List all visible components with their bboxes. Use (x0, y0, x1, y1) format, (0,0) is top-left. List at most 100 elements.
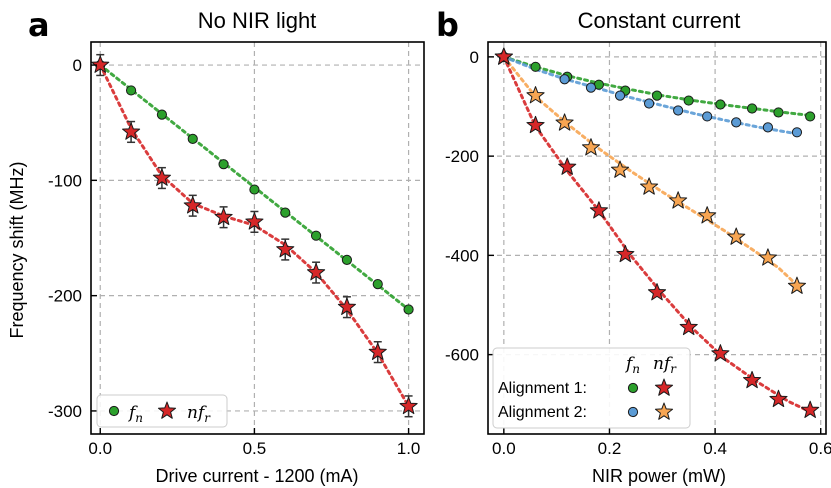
data-point-a-0-1 (125, 85, 137, 96)
data-point-b-1-2 (585, 82, 597, 93)
data-point-b-0-5 (651, 90, 663, 101)
data-point-b-1-8 (762, 122, 774, 133)
data-point-b-3-2 (558, 157, 577, 175)
y-tick-label-a-3: -300 (48, 402, 82, 421)
fit-line-b-0 (502, 55, 812, 117)
x-tick-label-b-2: 0.4 (703, 439, 727, 458)
y-tick-label-b-0: 0 (470, 48, 479, 67)
legend-a-star-marker (157, 401, 177, 419)
data-point-a-1-1 (122, 122, 141, 140)
data-point-a-0-5 (249, 184, 260, 195)
data-point-a-0-10 (403, 304, 414, 315)
data-point-a-1-4 (214, 207, 233, 226)
data-point-a-0-3 (187, 133, 198, 144)
plot-frame-b (487, 41, 827, 435)
legend-b-star-marker-1 (654, 378, 674, 396)
fit-line-b-2 (502, 55, 802, 290)
data-point-a-1-9 (368, 342, 387, 360)
data-point-b-3-8 (743, 370, 762, 389)
data-point-a-1-2 (152, 168, 171, 186)
legend-b-header-nfr: nfr (653, 354, 677, 376)
data-point-a-1-10 (399, 396, 418, 415)
data-point-b-1-6 (702, 111, 713, 122)
data-point-a-0-7 (310, 230, 322, 241)
panel-letter-b: b (436, 6, 459, 44)
data-point-b-0-9 (773, 107, 784, 118)
data-point-a-0-6 (280, 207, 291, 218)
x-tick-label-a-1: 0.5 (243, 439, 267, 458)
data-point-b-0-8 (746, 103, 758, 114)
y-tick-label-b-2: -400 (445, 246, 479, 265)
x-tick-label-b-0: 0.0 (492, 439, 516, 458)
data-point-b-3-3 (589, 201, 608, 219)
data-point-b-3-5 (647, 283, 667, 301)
y-tick-label-a-2: -200 (48, 287, 82, 306)
data-point-b-1-1 (559, 74, 570, 85)
y-tick-label-b-3: -600 (445, 346, 479, 365)
x-axis-title-b: NIR power (mW) (592, 466, 726, 486)
legend-b: fn nfr Alignment 1: Alignment 2: (492, 347, 691, 429)
data-point-b-2-4 (610, 160, 630, 178)
data-point-b-1-5 (673, 105, 684, 116)
data-point-b-1-3 (614, 90, 626, 101)
legend-a-circle-marker (108, 405, 120, 417)
data-point-b-3-0 (494, 47, 513, 65)
x-tick-label-b-1: 0.2 (598, 439, 622, 458)
y-tick-label-a-1: -100 (48, 171, 82, 190)
x-tick-label-a-0: 0.0 (88, 439, 112, 458)
data-point-a-1-5 (245, 212, 264, 230)
panel-letter-a: a (28, 6, 50, 44)
legend-a: fn nfr (96, 394, 228, 428)
data-point-b-0-7 (715, 99, 726, 110)
data-point-a-0-9 (372, 279, 383, 290)
plot-area-a: 0.0 0.5 1.0 0 -100 -200 -300 (48, 41, 425, 458)
y-tick-label-a-0: 0 (73, 56, 82, 75)
legend-b-circle-marker-2 (627, 406, 639, 418)
plot-area-b: 0.0 0.2 0.4 0.6 0 -200 -400 -600 (445, 41, 831, 458)
x-tick-label-b-3: 0.6 (809, 439, 831, 458)
data-point-a-1-8 (337, 297, 356, 315)
data-point-b-3-7 (711, 344, 730, 362)
data-point-b-2-5 (640, 177, 659, 195)
legend-b-circle-marker-1 (627, 382, 639, 394)
data-point-b-0-10 (805, 111, 816, 122)
legend-b-row-2-label: Alignment 2: (498, 404, 587, 421)
fit-line-b-3 (502, 55, 812, 414)
data-point-a-0-2 (156, 109, 168, 120)
data-point-b-3-9 (769, 389, 788, 408)
plot-frame-a (90, 41, 425, 435)
data-point-b-2-8 (727, 227, 746, 245)
data-point-b-1-4 (643, 98, 655, 109)
data-point-a-0-4 (218, 159, 229, 170)
legend-b-star-marker-2 (654, 402, 674, 420)
legend-a-fn-label: fn (127, 403, 143, 425)
data-point-b-3-4 (616, 244, 635, 263)
fit-line-b-1 (502, 55, 802, 136)
legend-box-b (492, 347, 691, 429)
data-point-b-1-7 (731, 117, 742, 128)
legend-b-header-fn: fn (624, 354, 640, 376)
y-axis-title-a: Frequency shift (MHz) (7, 161, 27, 338)
x-tick-label-a-2: 1.0 (397, 439, 421, 458)
legend-a-nfr-label: nfr (187, 403, 211, 425)
data-point-b-0-1 (530, 61, 541, 72)
data-point-b-2-6 (669, 191, 688, 209)
panel-title-a: No NIR light (198, 8, 317, 33)
data-point-b-2-3 (581, 138, 601, 156)
data-point-b-2-9 (758, 248, 777, 266)
data-point-b-3-6 (679, 317, 698, 336)
data-point-a-0-8 (341, 254, 353, 266)
x-axis-title-a: Drive current - 1200 (mA) (155, 466, 358, 486)
data-point-b-0-6 (683, 95, 694, 106)
data-point-b-2-7 (698, 206, 717, 224)
panel-title-b: Constant current (578, 8, 741, 33)
data-point-b-3-10 (801, 400, 820, 418)
data-point-a-1-0 (91, 55, 110, 73)
y-tick-label-b-1: -200 (445, 147, 479, 166)
data-point-b-2-10 (787, 276, 807, 294)
legend-b-row-1-label: Alignment 1: (498, 380, 587, 397)
data-point-b-2-1 (526, 86, 545, 104)
data-point-b-1-9 (791, 127, 803, 138)
data-point-a-1-7 (307, 263, 326, 281)
